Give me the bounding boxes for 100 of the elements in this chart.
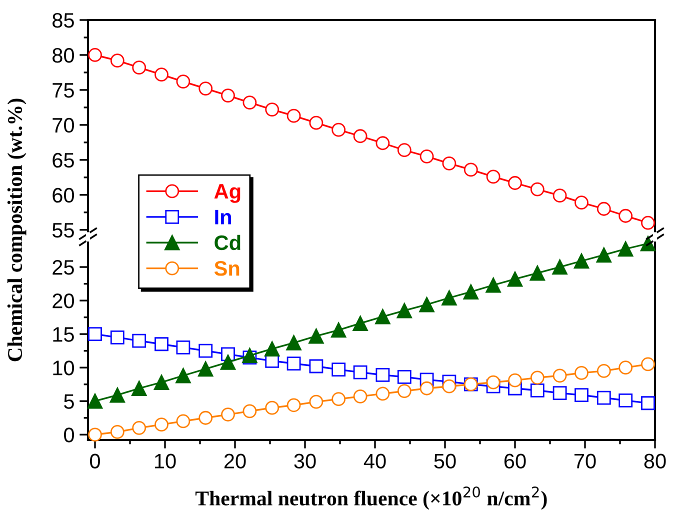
point xyxy=(88,428,102,442)
legend-label: Sn xyxy=(214,261,240,276)
point xyxy=(154,418,168,432)
legend-label: Ag xyxy=(214,184,240,203)
y-tick-label: 80 xyxy=(52,48,74,63)
x-tick-label: 50 xyxy=(434,454,456,468)
point xyxy=(442,379,456,394)
point xyxy=(486,170,500,184)
point xyxy=(397,143,412,158)
point xyxy=(552,259,568,275)
point xyxy=(353,129,368,144)
y-tick-label: 25 xyxy=(52,260,74,275)
point xyxy=(131,380,147,396)
point xyxy=(330,322,346,338)
point xyxy=(530,265,546,281)
point xyxy=(286,398,301,412)
point xyxy=(375,309,390,324)
point xyxy=(508,176,522,190)
x-tick-label: 80 xyxy=(644,454,666,468)
point xyxy=(110,387,126,403)
x-tick-label: 60 xyxy=(504,454,526,468)
point xyxy=(596,247,612,263)
point xyxy=(176,340,190,354)
y-tick-label: 60 xyxy=(52,188,74,203)
point xyxy=(132,420,146,435)
y-tick-label: 85 xyxy=(52,13,74,28)
point xyxy=(309,116,324,130)
point xyxy=(376,368,390,382)
legend-label: In xyxy=(215,210,232,224)
point xyxy=(618,360,633,375)
point xyxy=(110,330,124,344)
point xyxy=(286,335,302,350)
x-tick-label: 70 xyxy=(574,454,596,468)
point xyxy=(618,208,633,223)
point xyxy=(530,383,544,398)
point xyxy=(552,188,567,203)
point xyxy=(486,277,501,293)
point xyxy=(376,386,390,401)
point xyxy=(154,68,168,82)
y-tick-label: 65 xyxy=(52,152,74,168)
y-tick-label: 10 xyxy=(53,360,74,376)
point xyxy=(574,388,588,402)
point xyxy=(88,327,102,342)
x-tick-label: 40 xyxy=(364,454,386,468)
point xyxy=(397,370,412,384)
point xyxy=(221,408,235,422)
point xyxy=(486,375,500,390)
point xyxy=(154,374,170,390)
x-tick-label: 10 xyxy=(155,454,176,468)
point xyxy=(352,316,368,331)
y-tick-label: 70 xyxy=(52,118,74,133)
point xyxy=(641,216,655,230)
point xyxy=(242,404,257,418)
point xyxy=(110,54,124,68)
point xyxy=(552,386,567,400)
point xyxy=(265,400,280,415)
point xyxy=(420,149,434,164)
point xyxy=(419,296,434,312)
point xyxy=(464,162,478,177)
point xyxy=(420,381,434,396)
point xyxy=(309,359,324,374)
point xyxy=(353,365,368,380)
point xyxy=(596,364,611,378)
point xyxy=(265,102,280,116)
point xyxy=(596,390,611,405)
point xyxy=(397,384,412,398)
y-tick-label: 55 xyxy=(52,223,74,238)
point xyxy=(132,334,146,348)
point xyxy=(309,394,324,409)
y-tick-label: 0 xyxy=(64,428,74,442)
y-axis-title: Chemical composition (wt.%) xyxy=(7,98,26,362)
point xyxy=(308,328,324,344)
point xyxy=(442,156,456,170)
point xyxy=(507,271,523,287)
x-axis-title: Thermal neutron fluence (×10$^{20}$ n/cm$^{2}$) xyxy=(195,486,547,510)
point xyxy=(176,74,190,89)
point xyxy=(110,425,124,439)
point xyxy=(332,362,346,377)
point xyxy=(220,354,236,370)
point xyxy=(87,393,103,409)
point xyxy=(332,392,346,406)
point xyxy=(154,337,168,352)
point xyxy=(286,356,301,371)
point xyxy=(618,241,634,257)
point xyxy=(132,60,146,75)
x-tick-label: 20 xyxy=(224,454,246,468)
point xyxy=(376,136,390,150)
point xyxy=(641,396,655,410)
point xyxy=(574,253,590,269)
point xyxy=(242,348,258,364)
y-tick-label: 20 xyxy=(52,294,74,308)
point xyxy=(552,368,567,383)
point xyxy=(221,88,235,102)
point xyxy=(198,82,213,96)
point xyxy=(574,196,588,210)
point xyxy=(353,389,368,404)
legend-label: Cd xyxy=(214,234,240,250)
point xyxy=(508,373,522,388)
point xyxy=(198,361,214,377)
point xyxy=(286,108,301,123)
